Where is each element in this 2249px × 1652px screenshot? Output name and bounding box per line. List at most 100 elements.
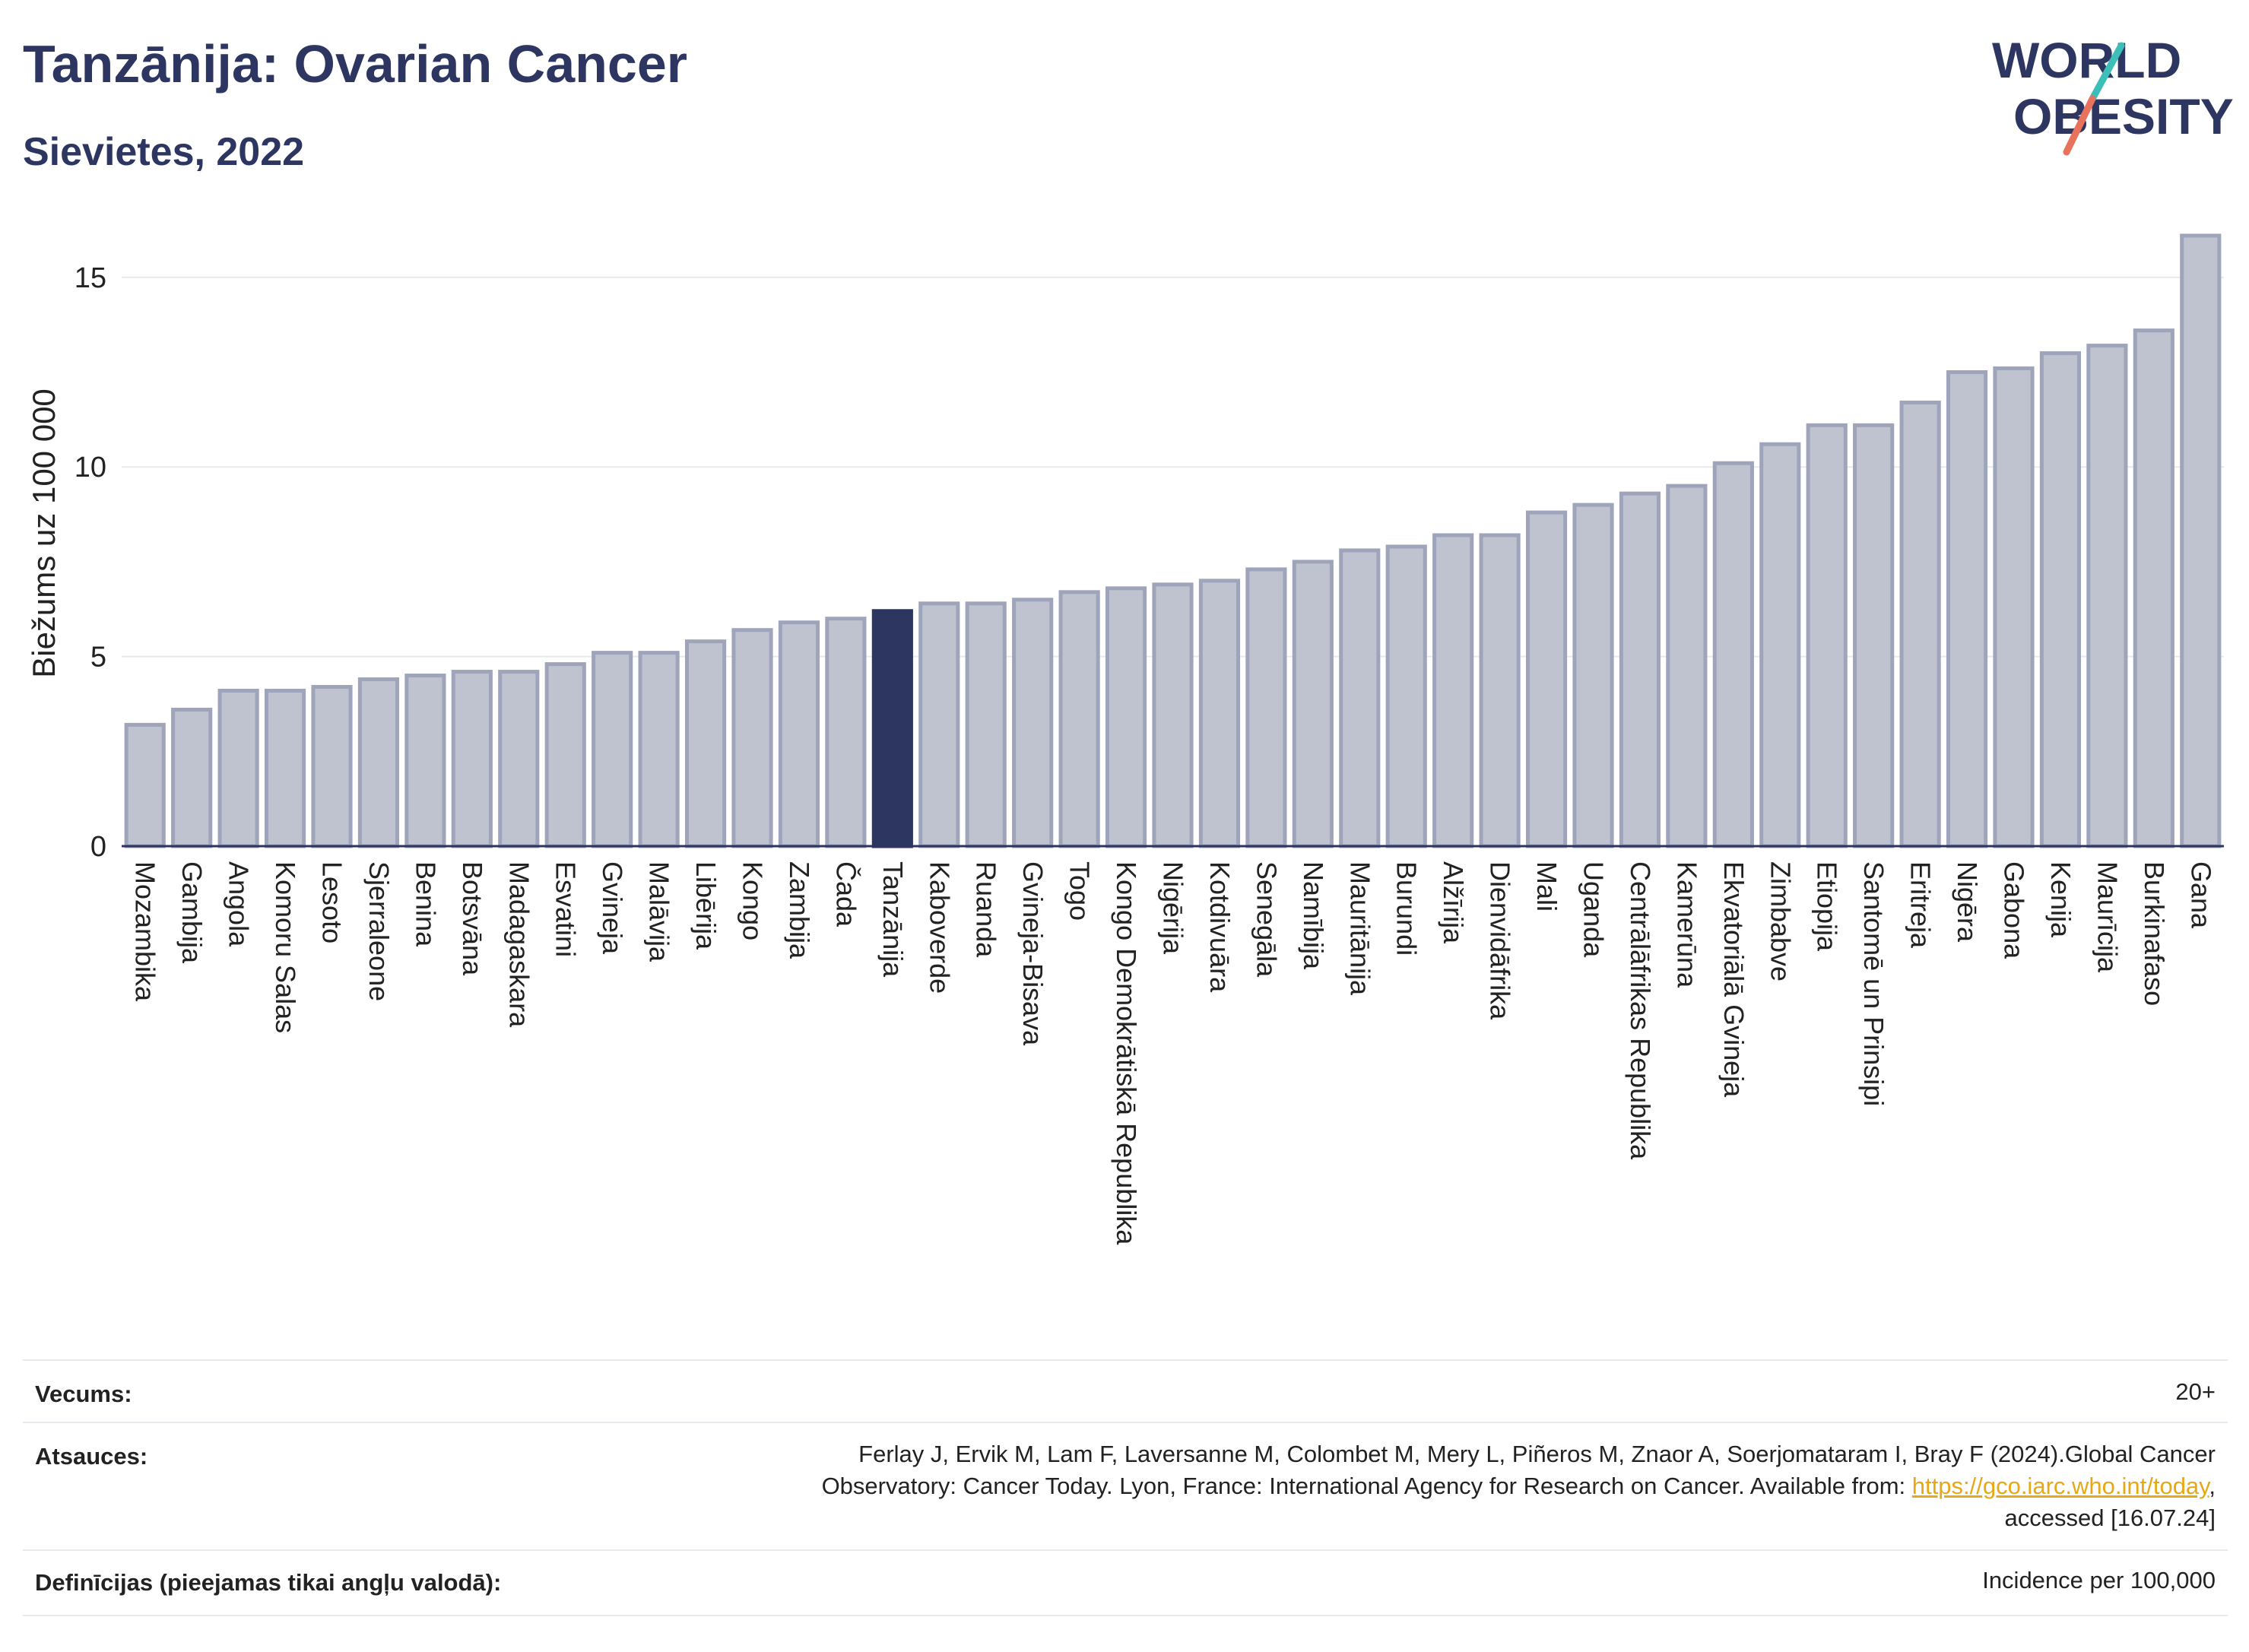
bar	[1993, 366, 2035, 848]
bar	[1525, 510, 1568, 848]
chart-subtitle: Sievietes, 2022	[23, 130, 305, 174]
x-tick-label: Maurīcija	[2092, 861, 2123, 973]
x-tick-label: Malāvija	[644, 861, 675, 962]
x-tick-label: Kongo	[738, 861, 769, 940]
x-tick-label: Etiopija	[1812, 861, 1843, 952]
bar	[1012, 598, 1054, 848]
x-tick-label: Gvineja-Bisava	[1017, 861, 1048, 1046]
bar	[638, 651, 680, 848]
bar	[404, 674, 446, 848]
y-tick-label: 15	[75, 262, 106, 294]
definitions-value: Incidence per 100,000	[1982, 1567, 2216, 1593]
x-tick-label: Madagaskara	[503, 861, 534, 1028]
chart-title: Tanzānija: Ovarian Cancer	[23, 34, 688, 94]
x-tick-label: Nigēra	[1952, 861, 1983, 943]
bar	[2180, 233, 2222, 848]
world-obesity-logo: WORLD OBESITY	[1992, 32, 2234, 156]
bar	[357, 677, 400, 848]
bar-chart: 0 5 10 15 Biežums uz 100 000 Mozambika Gambija…	[26, 233, 2224, 1245]
bar	[451, 670, 493, 848]
bar	[2133, 328, 2174, 848]
references-line-2-end: ,	[2209, 1473, 2216, 1499]
x-tick-label: Alžīrija	[1438, 861, 1469, 944]
x-tick-label: Botsvāna	[457, 861, 488, 976]
bar	[2086, 344, 2128, 848]
bar	[1759, 442, 1801, 848]
bar	[1339, 548, 1381, 848]
bar	[1385, 544, 1427, 848]
x-tick-label: Komoru Salas	[270, 861, 301, 1033]
x-tick-label: Mozambika	[130, 861, 161, 1002]
x-tick-label: Eritreja	[1905, 861, 1937, 949]
bar	[1058, 590, 1100, 848]
bar	[825, 617, 867, 848]
x-tick-label: Zambija	[784, 861, 815, 959]
x-tick-label: Gabona	[1999, 861, 2030, 959]
x-tick-label: Angola	[224, 861, 255, 947]
info-row-definitions: Definīcijas (pieejamas tikai angļu valod…	[23, 1549, 2228, 1616]
bar	[1946, 370, 1988, 848]
x-tick-label: Libērija	[690, 861, 722, 950]
y-axis-label: Biežums uz 100 000	[26, 388, 62, 678]
y-tick-label: 5	[90, 642, 106, 674]
x-tick-label: Kenija	[2045, 861, 2076, 938]
bar	[1853, 423, 1895, 848]
logo-slash-teal	[2089, 42, 2125, 103]
x-tick-label: Burkinafaso	[2139, 861, 2170, 1006]
x-tick-label: Benina	[410, 861, 441, 947]
references-link[interactable]: https://gco.iarc.who.int/today	[1911, 1473, 2209, 1499]
bar	[1292, 560, 1334, 848]
x-tick-label: Uganda	[1578, 861, 1610, 958]
bar	[871, 609, 913, 848]
bar	[1619, 491, 1661, 848]
bar	[171, 707, 213, 848]
bar	[498, 670, 540, 848]
bar	[1479, 533, 1521, 848]
definitions-label: Definīcijas (pieejamas tikai angļu valod…	[35, 1569, 502, 1596]
bar	[124, 722, 166, 848]
bar	[544, 662, 586, 848]
bar	[1899, 400, 1941, 848]
x-tick-label: Togo	[1064, 861, 1096, 921]
x-tick-label: Ruanda	[971, 861, 1002, 958]
logo-line-1: WORLD	[1992, 32, 2181, 88]
bar	[592, 651, 633, 848]
references-line-2-text: Observatory: Cancer Today. Lyon, France:…	[821, 1473, 1912, 1499]
x-tick-label: Santomē un Prinsipi	[1858, 861, 1889, 1106]
x-tick-label: Sjerraleone	[363, 861, 395, 1001]
x-tick-label: Kongo Demokrātiskā Republika	[1111, 861, 1142, 1245]
x-tick-label: Kamerūna	[1671, 861, 1702, 988]
age-label: Vecums:	[35, 1381, 132, 1407]
x-tick-label: Lesoto	[317, 861, 348, 943]
references-line-3: accessed [16.07.24]	[2004, 1505, 2216, 1531]
y-tick-label: 0	[90, 831, 106, 863]
references-label: Atsauces:	[35, 1443, 148, 1470]
bar	[1666, 484, 1708, 848]
bar	[1198, 579, 1241, 848]
x-tick-label: Centrālāfrikas Republika	[1625, 861, 1656, 1160]
bar	[684, 639, 727, 848]
x-tick-label: Čada	[830, 861, 861, 927]
bar	[1245, 567, 1287, 848]
bar	[1712, 461, 1754, 848]
x-tick-label: Burundi	[1391, 861, 1423, 956]
x-tick-label: Mauritānija	[1344, 861, 1375, 996]
x-tick-label: Ekvatoriālā Gvineja	[1718, 861, 1749, 1098]
age-value: 20+	[2175, 1378, 2216, 1405]
logo-line-2: OBESITY	[2013, 88, 2234, 144]
x-tick-label: Zimbabve	[1765, 861, 1796, 981]
bar	[1806, 423, 1848, 848]
x-tick-label: Dienvidāfrika	[1485, 861, 1516, 1020]
bar	[311, 685, 353, 848]
references-value: Ferlay J, Ervik M, Lam F, Laversanne M, …	[822, 1438, 2216, 1534]
bar	[778, 620, 820, 848]
x-tick-label: Tanzānija	[877, 861, 909, 978]
x-tick-label: Gvineja	[597, 861, 628, 955]
y-tick-label: 10	[75, 452, 106, 484]
bar	[264, 688, 306, 848]
x-tick-label: Nigērija	[1158, 861, 1189, 955]
x-tick-label: Esvatini	[550, 861, 582, 957]
x-tick-label: Gana	[2185, 861, 2216, 929]
x-tick-label: Senegāla	[1251, 861, 1282, 978]
info-row-references: Atsauces: Ferlay J, Ervik M, Lam F, Lave…	[23, 1422, 2228, 1551]
